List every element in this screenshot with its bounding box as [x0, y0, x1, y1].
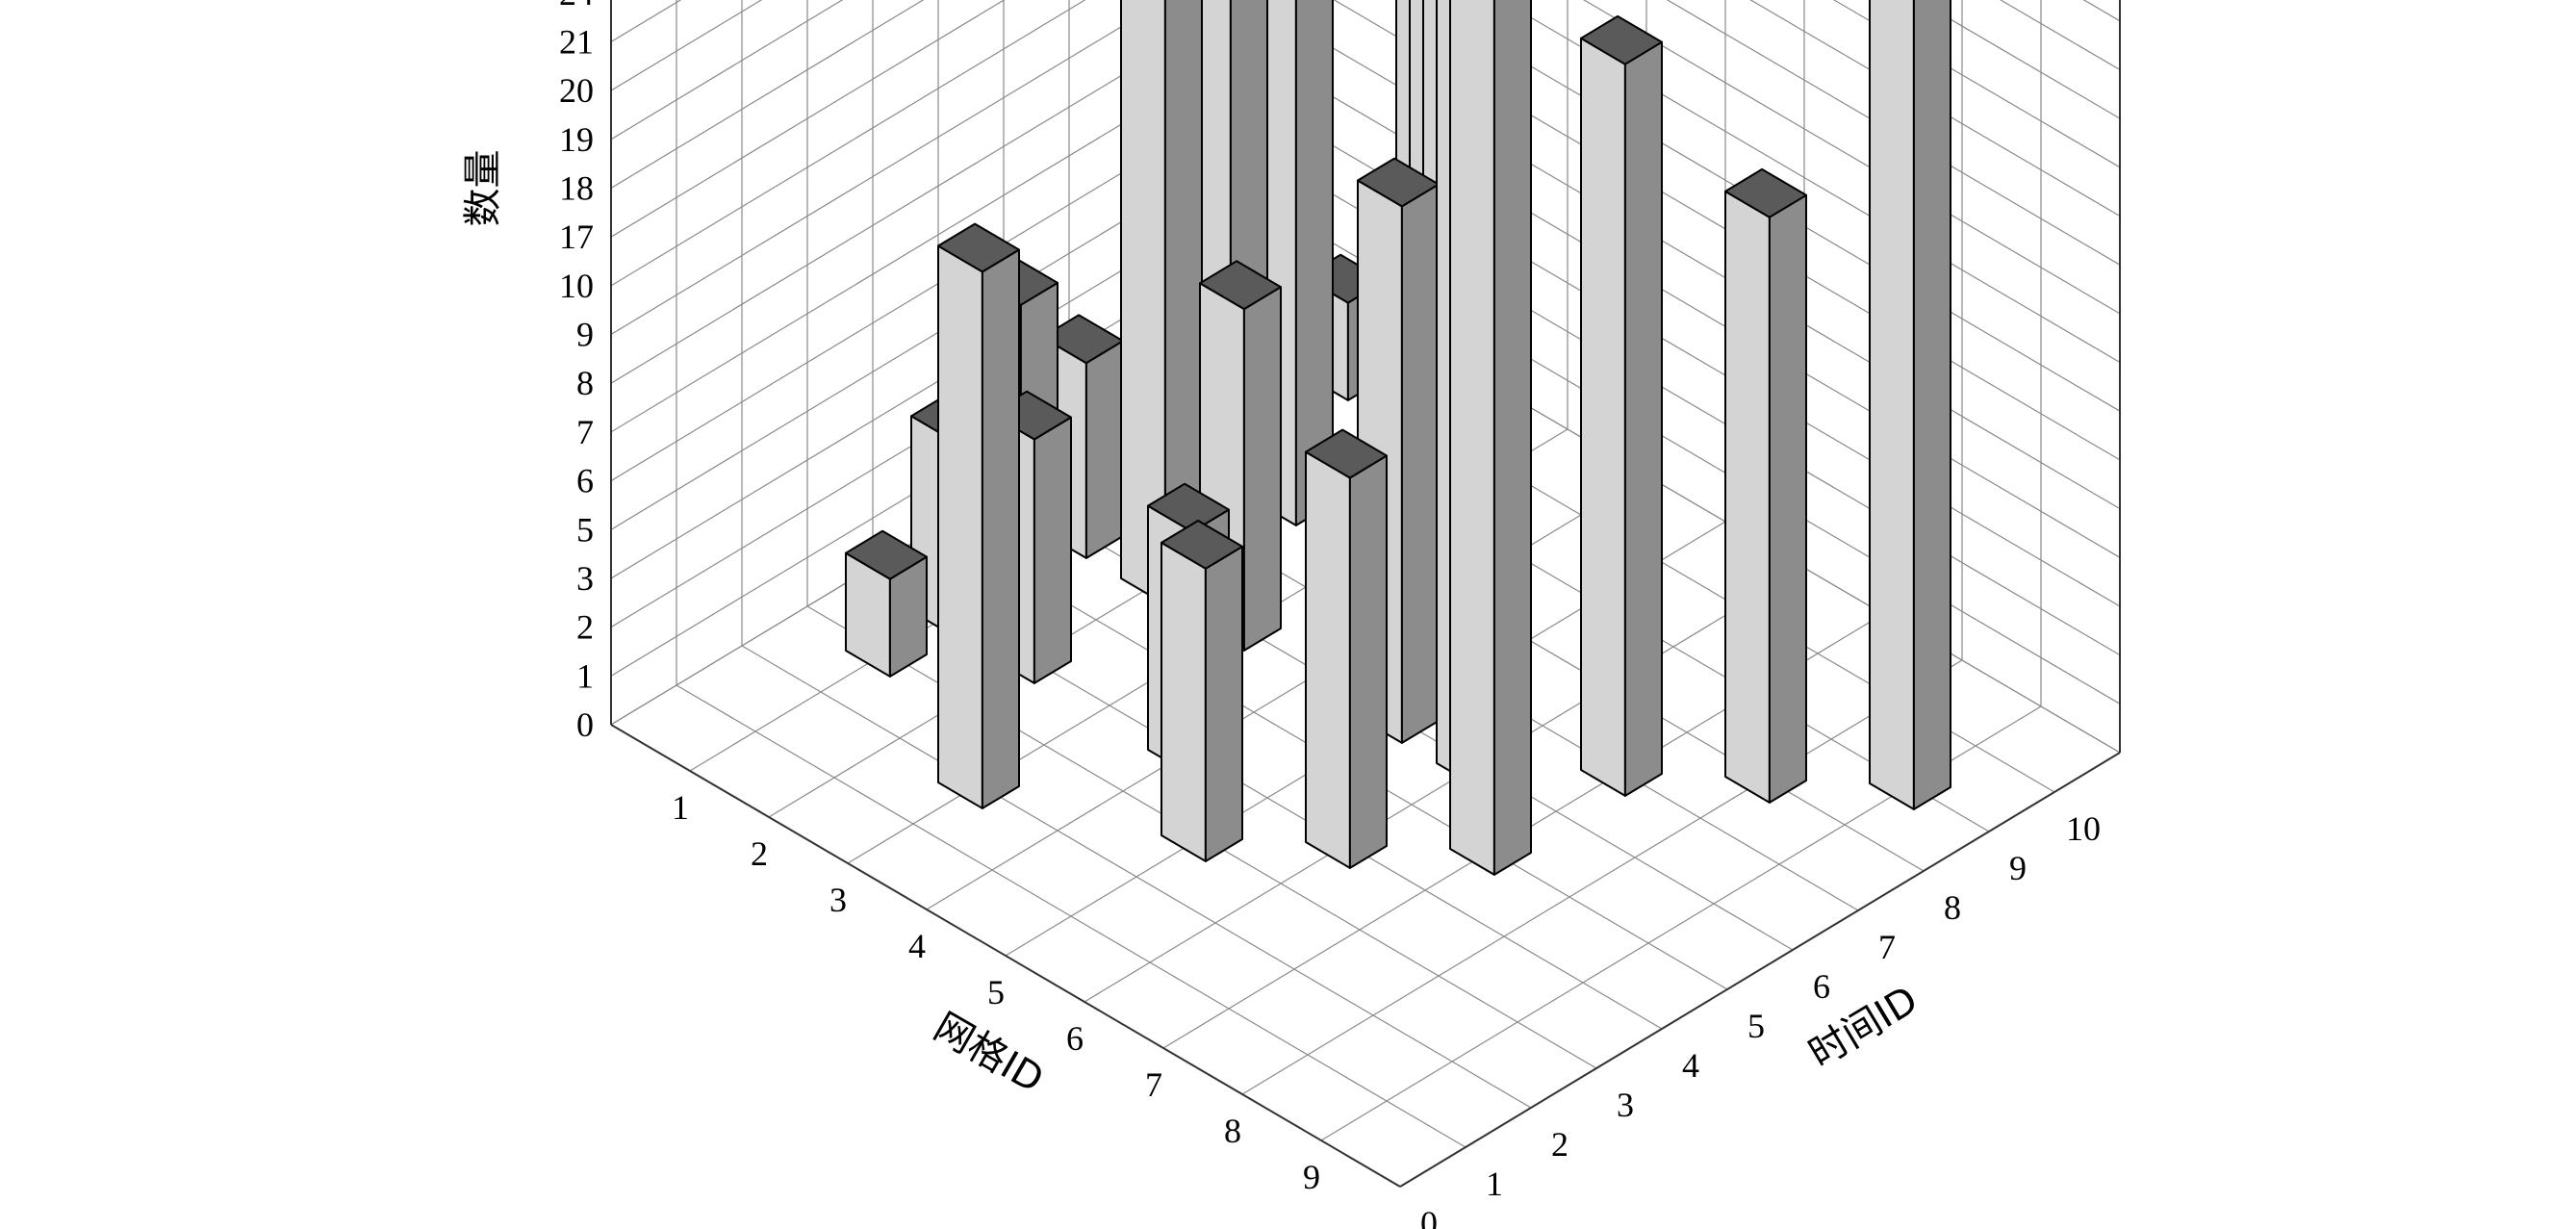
z-tick-label: 21: [559, 22, 594, 61]
z-tick-label: 19: [559, 120, 594, 159]
y-tick-label: 1: [1486, 1165, 1503, 1203]
y-tick-label: 4: [1682, 1046, 1699, 1085]
bar-side-face: [1204, 545, 1243, 862]
floor-grid-line: [1084, 567, 1805, 1003]
x-tick-label: 6: [1066, 1019, 1084, 1058]
y-tick-label: 7: [1878, 928, 1896, 966]
z-tick-label: 2: [576, 608, 594, 647]
z-tick-label: 18: [559, 169, 594, 208]
bar-top-face: [1357, 157, 1440, 208]
z-tick-label: 9: [576, 316, 594, 354]
z-tick-label: 17: [559, 218, 594, 256]
bar: [1305, 428, 1388, 869]
z-tick-label: 7: [576, 413, 594, 451]
bar-front-face: [937, 244, 983, 809]
x-tick-label: 8: [1224, 1112, 1241, 1150]
bar-side-face: [1768, 193, 1807, 804]
bar-front-face: [1160, 541, 1207, 862]
bar-front-face: [1449, 0, 1495, 876]
wall-grid-line: [610, 0, 2121, 364]
bar-top-face: [1305, 428, 1388, 479]
bar-side-face: [1400, 183, 1440, 744]
bar: [1160, 520, 1243, 862]
wall-grid-line: [610, 0, 2121, 461]
bar-top-face: [1724, 167, 1807, 218]
z-tick-label: 20: [559, 71, 594, 110]
bar-side-face: [1348, 454, 1388, 869]
y-tick-label: 0: [1420, 1204, 1438, 1229]
bar: [1449, 0, 1532, 876]
bar-top-face: [1199, 260, 1282, 311]
bar: [1869, 0, 1951, 810]
x-tick-label: 7: [1145, 1065, 1162, 1104]
tick-labels: 0123567891017181920212425262830323350123…: [559, 0, 2101, 1229]
bar: [937, 222, 1020, 809]
z-tick-label: 0: [576, 705, 594, 744]
bar-top-face: [845, 529, 928, 580]
axis-frame-line: [1399, 752, 2121, 1188]
bar-front-face: [1724, 190, 1771, 804]
bar-top-face: [1160, 520, 1243, 570]
bar: [1580, 14, 1663, 797]
bar-side-face: [1492, 0, 1532, 876]
bar: [845, 529, 928, 678]
bar-side-face: [1242, 286, 1282, 652]
x-axis-title: 网格ID: [927, 1005, 1051, 1102]
y-tick-label: 5: [1747, 1007, 1765, 1045]
bar-side-face: [1033, 416, 1072, 684]
floor-grid-line: [741, 645, 1532, 1109]
y-tick-label: 2: [1551, 1125, 1569, 1164]
y-tick-label: 6: [1813, 967, 1830, 1006]
x-tick-label: 1: [672, 788, 689, 827]
x-tick-label: 3: [829, 881, 847, 919]
z-tick-label: 8: [576, 364, 594, 402]
x-tick-label: 2: [751, 834, 768, 873]
bar-front-face: [1305, 450, 1351, 869]
bar: [1120, 0, 1203, 605]
z-tick-label: 10: [559, 267, 594, 305]
bars: [845, 0, 1951, 876]
z-axis-title: 数量: [461, 150, 505, 227]
y-tick-label: 8: [1944, 888, 1961, 927]
bar-side-face: [981, 248, 1020, 809]
wall-grid-line: [610, 0, 2121, 218]
y-tick-label: 3: [1617, 1086, 1634, 1124]
bar-front-face: [1869, 0, 1915, 810]
bar: [1724, 167, 1807, 804]
wall-grid-line: [610, 0, 2121, 412]
bar-front-face: [1580, 37, 1626, 797]
x-tick-label: 9: [1303, 1158, 1320, 1196]
bar-top-face: [1147, 482, 1230, 533]
bar-top-face: [937, 222, 1020, 273]
y-tick-label: 9: [2009, 849, 2027, 887]
z-tick-label: 24: [559, 0, 594, 13]
x-tick-label: 5: [987, 973, 1005, 1011]
wall-grid-line: [610, 0, 2121, 266]
wall-grid-line: [610, 0, 2121, 168]
bar-top-face: [1580, 14, 1663, 65]
z-tick-label: 3: [576, 559, 594, 598]
y-tick-label: 10: [2066, 809, 2101, 848]
floor-grid-line: [676, 684, 1467, 1148]
z-tick-label: 6: [576, 462, 594, 500]
bar-side-face: [1912, 0, 1951, 810]
x-tick-label: 4: [908, 927, 926, 965]
bar-side-face: [1623, 40, 1663, 797]
floor-grid-line: [1241, 659, 1963, 1095]
z-tick-label: 5: [576, 510, 594, 549]
bar-side-face: [1084, 340, 1124, 559]
z-tick-label: 1: [576, 656, 594, 695]
wall-grid-line: [610, 0, 2121, 315]
axis-frame-line: [610, 724, 1401, 1188]
